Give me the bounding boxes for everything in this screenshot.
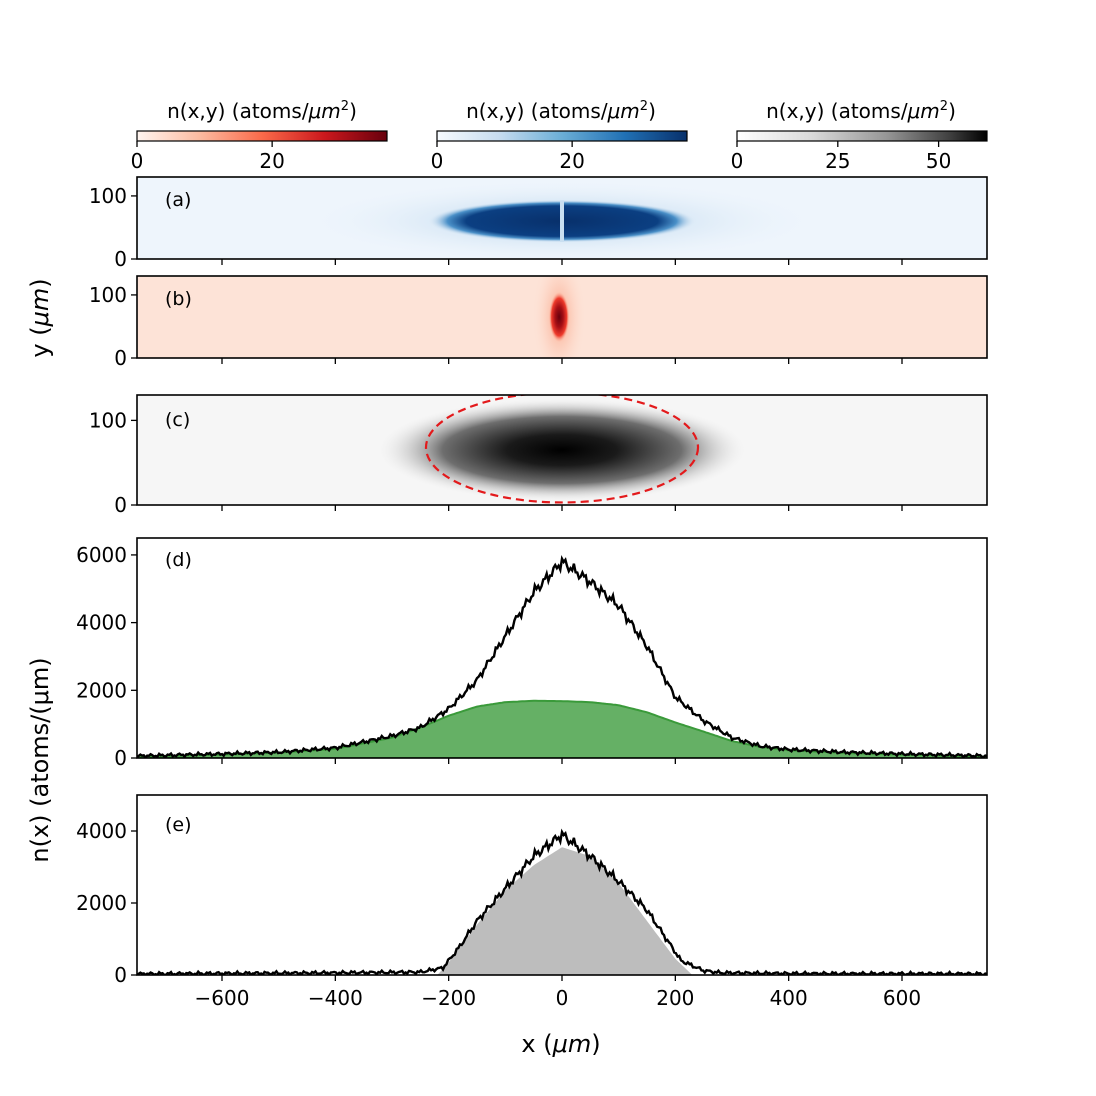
- y-tick-label: 0: [114, 746, 127, 770]
- panel-d-thermal-fill: [137, 699, 987, 758]
- y-tick-label: 2000: [76, 891, 127, 915]
- colorbar-tick-label: 20: [259, 149, 284, 173]
- panel-b: (b) 0 100: [89, 275, 988, 370]
- colorbar-tick-label: 20: [559, 149, 584, 173]
- x-axis-label: x (μm): [521, 1030, 600, 1058]
- panel-e-label: (e): [165, 814, 192, 836]
- x-tick-label: 400: [770, 986, 808, 1010]
- colorbar-greys: n(x,y) (atoms/μm2) 0 25 50: [731, 99, 988, 173]
- y-tick-label: 2000: [76, 678, 127, 702]
- y-tick-label: 100: [89, 184, 127, 208]
- y-tick-label: 6000: [76, 543, 127, 567]
- x-tick-label: 200: [656, 986, 694, 1010]
- colorbar-tick-label: 0: [731, 149, 744, 173]
- panel-d-density-line: [137, 555, 987, 758]
- panel-e: (e) 0 2000 4000 −600 −400 −200 0 200 400 600: [76, 794, 988, 1010]
- y-tick-label: 0: [114, 493, 127, 517]
- panel-a-label: (a): [165, 189, 191, 211]
- y-axis-label-profiles: n(x) (atoms/(μm): [26, 657, 54, 862]
- panel-b-cloud: [548, 291, 570, 343]
- panel-a: (a) 0 100: [89, 176, 988, 271]
- colorbar-reds-label: n(x,y) (atoms/μm2): [167, 99, 357, 123]
- x-tick-label: 0: [556, 986, 569, 1010]
- panel-c-fit-ellipse: [424, 395, 700, 504]
- x-tick-label: −200: [421, 986, 476, 1010]
- colorbar-tick-label: 25: [825, 149, 850, 173]
- panel-e-condensate-fill: [437, 847, 693, 975]
- panel-d: (d) 0 2000 4000 6000: [76, 537, 988, 770]
- colorbar-reds-gradient: [136, 130, 388, 142]
- y-tick-label: 0: [114, 963, 127, 987]
- x-tick-label: −600: [195, 986, 250, 1010]
- colorbar-blues-gradient: [436, 130, 688, 142]
- y-tick-label: 100: [89, 283, 127, 307]
- panel-b-label: (b): [165, 288, 192, 310]
- colorbar-greys-label: n(x,y) (atoms/μm2): [766, 99, 956, 123]
- y-tick-label: 4000: [76, 819, 127, 843]
- colorbar-tick-label: 50: [926, 149, 951, 173]
- panel-a-gap-line: [560, 200, 564, 242]
- colorbar-tick-label: 0: [431, 149, 444, 173]
- y-tick-label: 4000: [76, 611, 127, 635]
- colorbar-reds: n(x,y) (atoms/μm2) 0 20: [131, 99, 388, 173]
- colorbar-tick-label: 0: [131, 149, 144, 173]
- colorbar-greys-gradient: [736, 130, 988, 142]
- colorbar-blues: n(x,y) (atoms/μm2) 0 20: [431, 99, 688, 173]
- panel-e-density-line: [137, 828, 987, 975]
- y-tick-label: 0: [114, 346, 127, 370]
- y-tick-label: 100: [89, 408, 127, 432]
- y-tick-label: 0: [114, 247, 127, 271]
- panel-d-label: (d): [165, 549, 192, 571]
- colorbar-blues-label: n(x,y) (atoms/μm2): [466, 99, 656, 123]
- x-tick-label: 600: [883, 986, 921, 1010]
- y-axis-label-images: y (μm): [26, 278, 54, 357]
- panel-c-cloud: [378, 398, 746, 502]
- panel-c-label: (c): [165, 409, 190, 431]
- x-tick-label: −400: [308, 986, 363, 1010]
- panel-c: (c) 0 100: [89, 394, 988, 517]
